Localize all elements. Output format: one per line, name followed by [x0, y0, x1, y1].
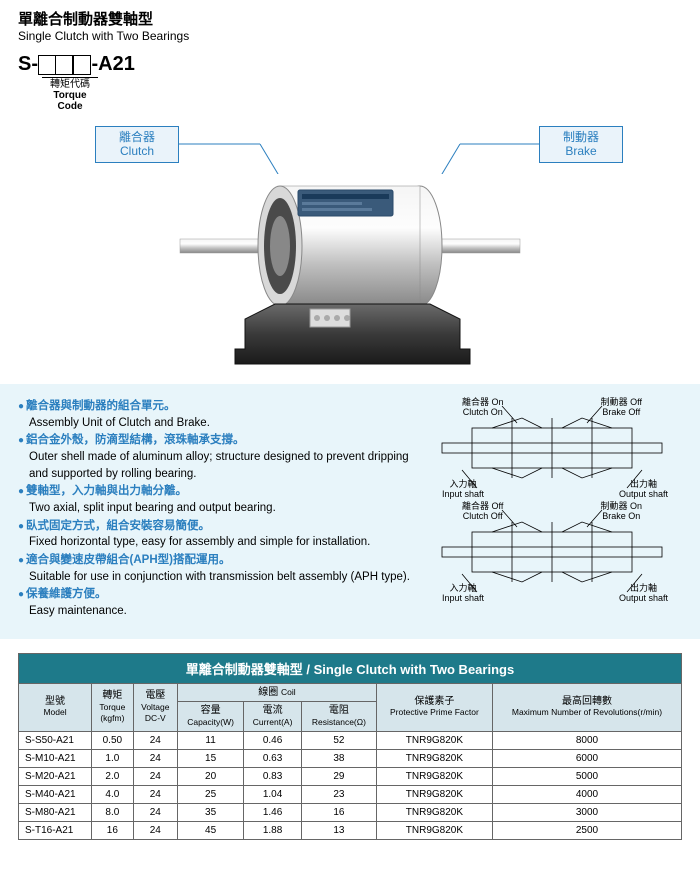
table-row: S-T16-A211624451.8813TNR9G820K2500 — [19, 822, 682, 840]
model-prefix: S- — [18, 53, 38, 76]
product-image — [170, 154, 530, 374]
table-row: S-M40-A214.024251.0423TNR9G820K4000 — [19, 786, 682, 804]
table-row: S-M10-A211.024150.6338TNR9G820K6000 — [19, 750, 682, 768]
table-row: S-S50-A210.5024110.4652TNR9G820K8000 — [19, 732, 682, 750]
features-list: 離合器與制動器的組合單元。Assembly Unit of Clutch and… — [18, 398, 412, 621]
brake-label: 制動器 Brake — [539, 126, 623, 163]
torque-code-en: Torque Code — [42, 90, 98, 112]
diagrams: 離合器 OnClutch On 制動器 OffBrake Off 入力軸Inpu… — [422, 398, 682, 621]
title-zh: 單離合制動器雙軸型 — [18, 8, 682, 29]
info-block: 離合器與制動器的組合單元。Assembly Unit of Clutch and… — [0, 384, 700, 639]
model-code: S- -A21 轉矩代碼 Torque Code — [0, 47, 700, 114]
code-box — [55, 55, 73, 75]
clutch-label: 離合器 Clutch — [95, 126, 179, 163]
torque-code-zh: 轉矩代碼 — [42, 79, 98, 90]
code-box — [73, 55, 91, 75]
spec-table-wrap: 單離合制動器雙軸型 / Single Clutch with Two Beari… — [0, 639, 700, 861]
spec-table: 單離合制動器雙軸型 / Single Clutch with Two Beari… — [18, 653, 682, 841]
code-box — [38, 55, 56, 75]
title-en: Single Clutch with Two Bearings — [18, 29, 682, 43]
table-row: S-M80-A218.024351.4616TNR9G820K3000 — [19, 804, 682, 822]
model-suffix: -A21 — [92, 53, 135, 76]
product-illustration: 離合器 Clutch 制動器 Brake — [0, 114, 700, 384]
page-header: 單離合制動器雙軸型 Single Clutch with Two Bearing… — [0, 0, 700, 47]
table-row: S-M20-A212.024200.8329TNR9G820K5000 — [19, 768, 682, 786]
